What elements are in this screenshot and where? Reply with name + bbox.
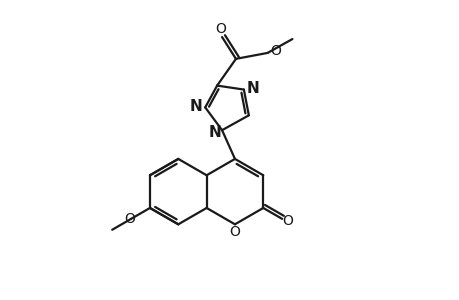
Text: N: N [246,81,258,96]
Text: O: O [269,44,280,58]
Text: N: N [190,99,202,114]
Text: O: O [282,214,293,228]
Text: O: O [124,212,135,226]
Text: O: O [215,22,226,36]
Text: N: N [208,125,221,140]
Text: O: O [229,225,240,239]
